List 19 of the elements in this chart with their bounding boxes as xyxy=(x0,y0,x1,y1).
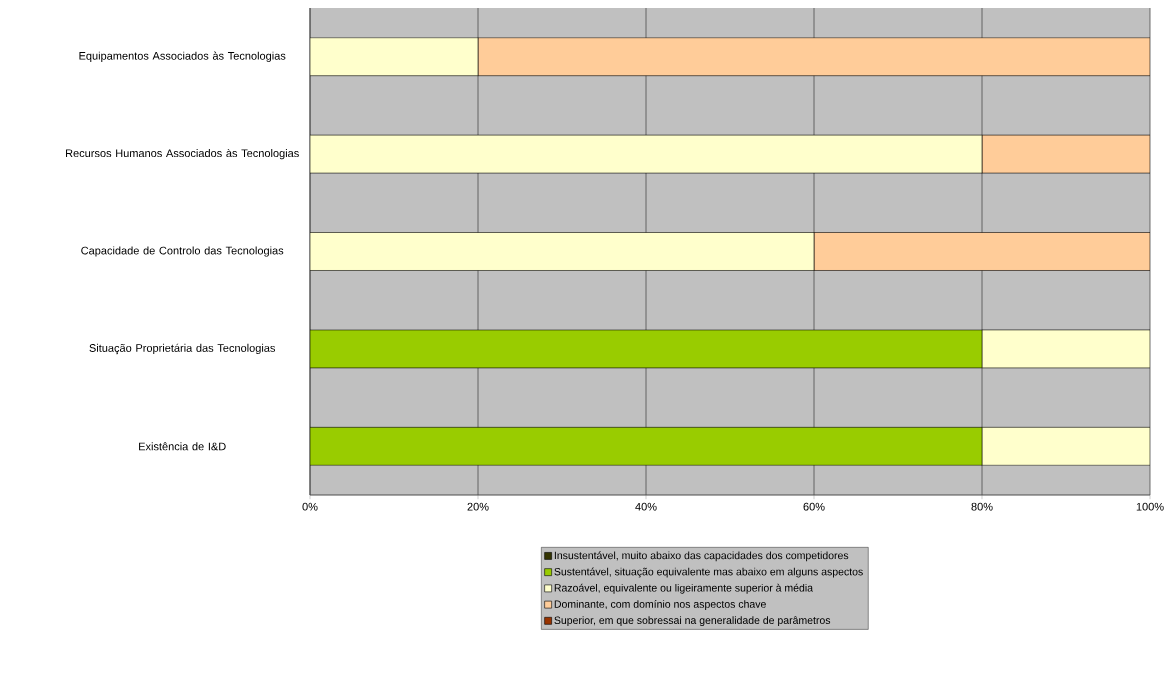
x-tick-label: 80% xyxy=(971,502,993,511)
y-tick-label: Situação Proprietária das Tecnologias xyxy=(89,343,276,355)
legend-label: Razoável, equivalente ou ligeiramente superior à média xyxy=(554,583,814,594)
legend-label: Insustentável, muito abaixo das capacidades dos competidores xyxy=(554,551,849,562)
y-tick-label: Existência de I&D xyxy=(139,442,226,451)
legend-label: Sustentável, situação equivalente mas abaixo em alguns aspectos xyxy=(554,567,863,578)
bar xyxy=(813,232,1151,271)
x-tick-label: 20% xyxy=(467,502,489,511)
bar xyxy=(477,37,1151,76)
x-tick-label: 40% xyxy=(635,502,657,511)
x-tick-label: 60% xyxy=(803,502,825,511)
y-tick-label: Equipamentos Associados às Tecnologias xyxy=(79,51,286,62)
x-tick-label: 100% xyxy=(1136,502,1164,511)
y-tick-label: Recursos Humanos Associados às Tecnologias xyxy=(66,148,299,160)
bar xyxy=(981,134,1151,174)
legend-label: Superior, em que sobressai na generalidade de parâmetros xyxy=(554,616,831,627)
legend-label: Dominante, com domínio nos aspectos chave xyxy=(554,600,766,610)
y-tick-label: Capacidade de Controlo das Tecnologias xyxy=(81,246,284,257)
x-tick-label: 0% xyxy=(302,502,318,511)
